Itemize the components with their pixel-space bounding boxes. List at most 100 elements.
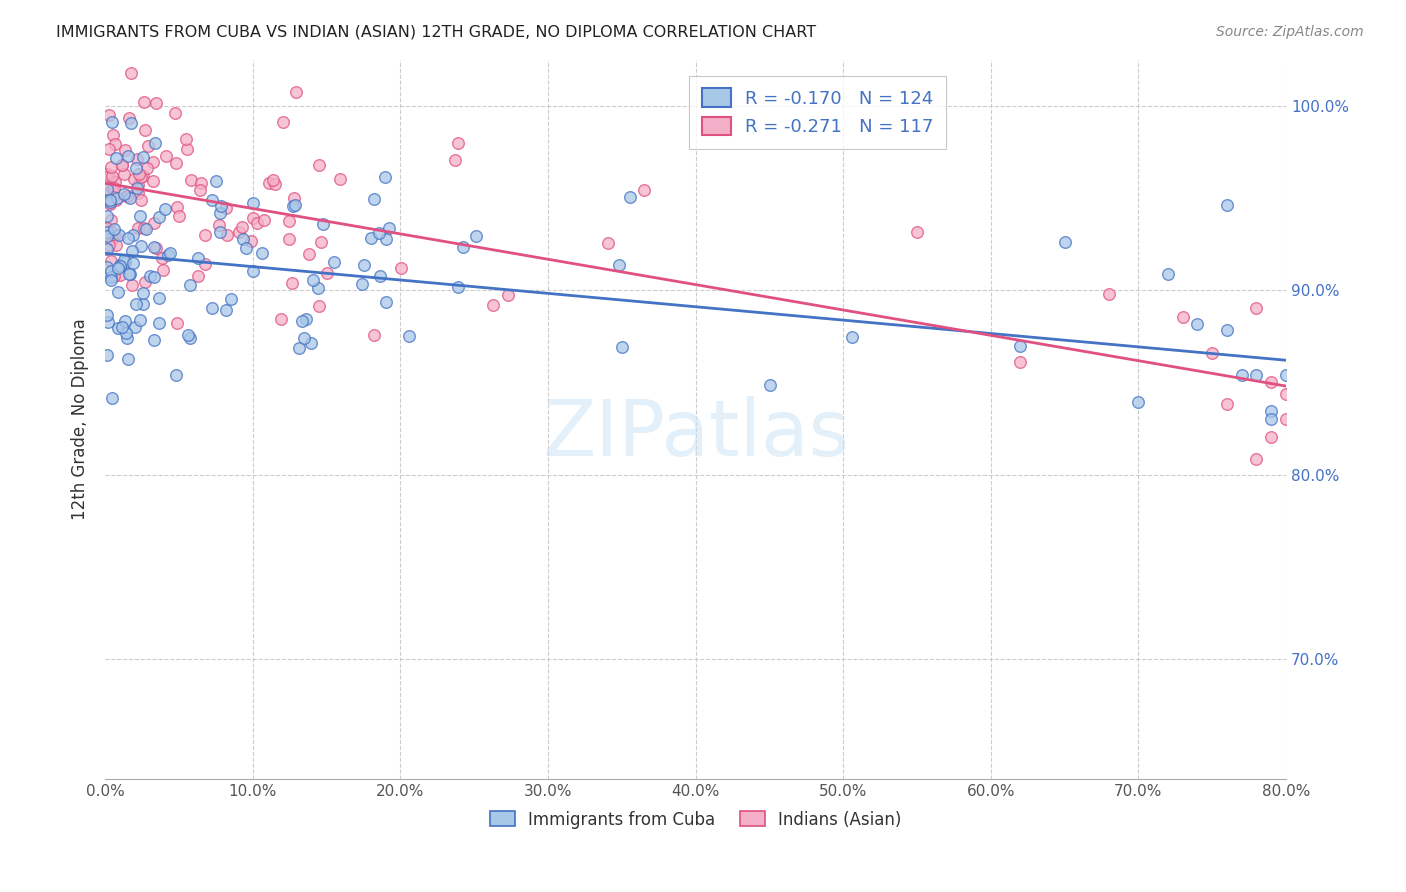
Point [277,232,299,246]
Point [132,296,155,310]
Point [120,267,142,281]
Point [142,333,165,347]
Point [121,244,143,259]
Point [124,297,146,311]
Point [104,237,127,252]
Point [128,313,150,327]
Point [323,254,346,268]
Point [231,220,253,235]
Point [1260,403,1282,417]
Point [97,193,120,207]
Point [117,351,139,366]
Point [111,158,134,172]
Point [201,301,224,316]
Point [101,128,124,142]
Point [118,190,141,204]
Point [124,320,146,334]
Point [166,316,188,330]
Point [596,236,619,251]
Point [368,226,391,240]
Point [205,174,228,188]
Point [111,320,134,334]
Point [96,308,118,322]
Point [633,183,655,197]
Point [188,183,211,197]
Point [117,231,139,245]
Point [96,182,118,196]
Point [378,220,401,235]
Point [150,251,173,265]
Point [118,111,141,125]
Point [101,231,124,245]
Point [148,291,170,305]
Point [905,225,928,239]
Point [134,123,156,137]
Point [242,196,264,211]
Point [97,315,120,329]
Point [127,178,149,192]
Point [1246,301,1268,316]
Point [96,347,118,361]
Point [107,285,129,299]
Point [482,298,505,312]
Point [101,169,124,183]
Point [176,142,198,156]
Point [100,269,122,284]
Point [253,212,276,227]
Point [1216,198,1239,212]
Point [1201,346,1223,360]
Point [201,193,224,207]
Point [136,139,159,153]
Point [132,150,155,164]
Point [194,257,217,271]
Point [187,252,209,266]
Point [228,225,250,239]
Point [125,161,148,176]
Point [363,192,385,206]
Point [148,210,170,224]
Point [163,106,186,120]
Point [284,198,307,212]
Point [288,341,311,355]
Point [180,173,202,187]
Point [209,205,232,219]
Point [98,169,121,183]
Point [107,321,129,335]
Point [128,167,150,181]
Point [142,216,165,230]
Legend: Immigrants from Cuba, Indians (Asian): Immigrants from Cuba, Indians (Asian) [482,804,908,835]
Point [132,169,155,183]
Point [125,181,148,195]
Point [107,260,129,275]
Point [190,176,212,190]
Point [443,153,465,168]
Point [292,331,315,345]
Point [114,253,136,268]
Point [155,149,177,163]
Y-axis label: 12th Grade, No Diploma: 12th Grade, No Diploma [72,318,89,520]
Point [352,277,374,291]
Point [132,220,155,235]
Point [142,155,165,169]
Point [1275,387,1298,401]
Point [1275,368,1298,382]
Point [103,269,125,284]
Point [108,258,131,272]
Point [242,264,264,278]
Point [208,218,231,232]
Point [121,66,143,80]
Point [209,199,232,213]
Point [117,149,139,163]
Point [308,158,330,172]
Point [174,132,197,146]
Point [145,241,167,255]
Point [447,136,470,150]
Point [143,269,166,284]
Point [398,328,420,343]
Point [270,312,292,326]
Point [112,167,135,181]
Point [96,242,118,256]
Point [122,171,145,186]
Point [1128,395,1150,409]
Point [108,268,131,282]
